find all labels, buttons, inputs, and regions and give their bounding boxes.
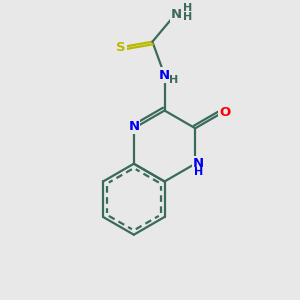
Text: N: N <box>171 8 182 21</box>
Text: O: O <box>219 106 230 119</box>
Text: N: N <box>158 68 169 82</box>
Text: N: N <box>193 157 204 170</box>
Text: H: H <box>169 75 178 85</box>
Text: H: H <box>183 3 192 13</box>
Text: S: S <box>116 41 126 54</box>
Text: H: H <box>194 167 203 178</box>
Text: N: N <box>128 120 140 133</box>
Text: H: H <box>183 12 192 22</box>
